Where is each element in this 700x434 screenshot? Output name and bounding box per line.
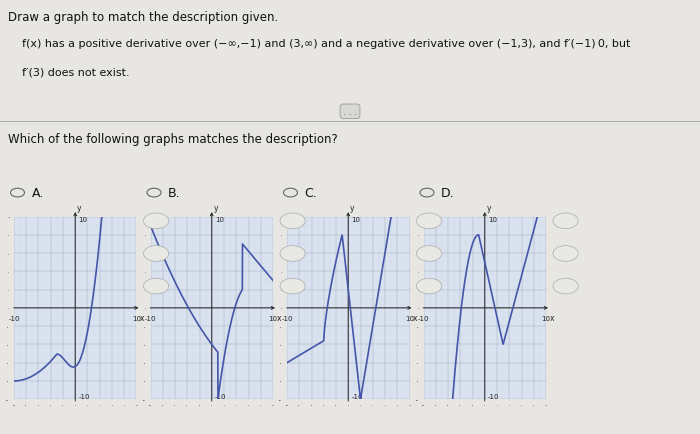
Text: ⧉: ⧉ (153, 282, 159, 291)
Text: -10: -10 (215, 393, 226, 399)
Text: 10: 10 (78, 217, 88, 223)
Text: x: x (276, 314, 281, 322)
Text: C.: C. (304, 187, 317, 200)
Text: y: y (486, 204, 491, 212)
Text: ⧉: ⧉ (426, 282, 432, 291)
Text: Draw a graph to match the description given.: Draw a graph to match the description gi… (8, 11, 279, 24)
Text: -10: -10 (145, 316, 156, 322)
Text: x: x (413, 314, 418, 322)
Text: ⊖: ⊖ (152, 249, 160, 259)
Text: y: y (214, 204, 218, 212)
Text: B.: B. (168, 187, 181, 200)
Text: -10: -10 (281, 316, 293, 322)
Text: -10: -10 (488, 393, 499, 399)
Text: Which of the following graphs matches the description?: Which of the following graphs matches th… (8, 132, 338, 145)
Text: 10: 10 (488, 217, 497, 223)
Text: 10: 10 (351, 217, 360, 223)
Text: -10: -10 (8, 316, 20, 322)
Text: ⊖: ⊖ (561, 249, 570, 259)
Text: f′(3) does not exist.: f′(3) does not exist. (8, 67, 130, 77)
Text: 10: 10 (132, 316, 141, 322)
Text: ⊖: ⊖ (288, 249, 297, 259)
Text: ⊖: ⊖ (425, 249, 433, 259)
Text: y: y (350, 204, 355, 212)
Text: x: x (550, 314, 554, 322)
Text: A.: A. (32, 187, 43, 200)
Text: -10: -10 (418, 316, 429, 322)
Text: 10: 10 (215, 217, 224, 223)
Text: 10: 10 (542, 316, 550, 322)
Text: x: x (140, 314, 145, 322)
Text: . . .: . . . (343, 108, 357, 116)
Text: f(x) has a positive derivative over (−∞,−1) and (3,∞) and a negative derivative : f(x) has a positive derivative over (−∞,… (8, 39, 631, 49)
Text: 10: 10 (405, 316, 414, 322)
Text: ⊕: ⊕ (425, 217, 433, 226)
Text: ⊕: ⊕ (561, 217, 570, 226)
Text: 10: 10 (269, 316, 277, 322)
Text: -10: -10 (351, 393, 363, 399)
Text: -10: -10 (78, 393, 90, 399)
Text: ⊕: ⊕ (288, 217, 297, 226)
Text: ⊕: ⊕ (152, 217, 160, 226)
Text: ⧉: ⧉ (563, 282, 568, 291)
Text: y: y (77, 204, 82, 212)
Text: D.: D. (441, 187, 454, 200)
Text: ⧉: ⧉ (290, 282, 295, 291)
